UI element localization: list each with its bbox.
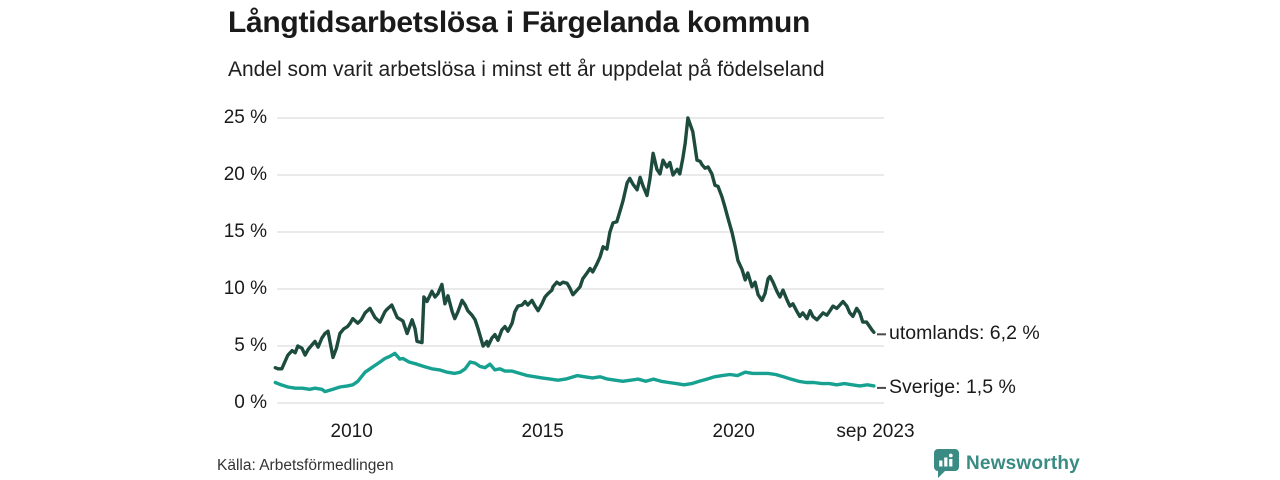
x-tick-label: 2015 <box>521 421 564 442</box>
y-tick-label: 25 % <box>223 107 267 128</box>
y-tick-label: 5 % <box>234 335 267 356</box>
y-tick-label: 10 % <box>223 278 267 299</box>
newsworthy-logo-icon <box>934 449 959 478</box>
newsworthy-brand[interactable]: Newsworthy <box>934 449 1080 479</box>
y-tick-label: 0 % <box>234 392 267 413</box>
source-note: Källa: Arbetsförmedlingen <box>217 457 394 474</box>
newsworthy-logo-text: Newsworthy <box>966 453 1080 474</box>
y-tick-label: 15 % <box>223 221 267 242</box>
legend-label-Sverige: Sverige: 1,5 % <box>889 375 1016 398</box>
y-tick-label: 20 % <box>223 164 267 185</box>
series-line-utomlands <box>273 116 876 371</box>
series-line-Sverige <box>273 351 876 394</box>
page-title: Långtidsarbetslösa i Färgelanda kommun <box>228 6 811 39</box>
page-subtitle: Andel som varit arbetslösa i minst ett å… <box>228 58 825 81</box>
x-tick-label: 2020 <box>712 421 755 442</box>
x-tick-label: 2010 <box>330 421 373 442</box>
x-tick-label: sep 2023 <box>836 421 915 442</box>
legend-label-utomlands: utomlands: 6,2 % <box>889 322 1040 345</box>
